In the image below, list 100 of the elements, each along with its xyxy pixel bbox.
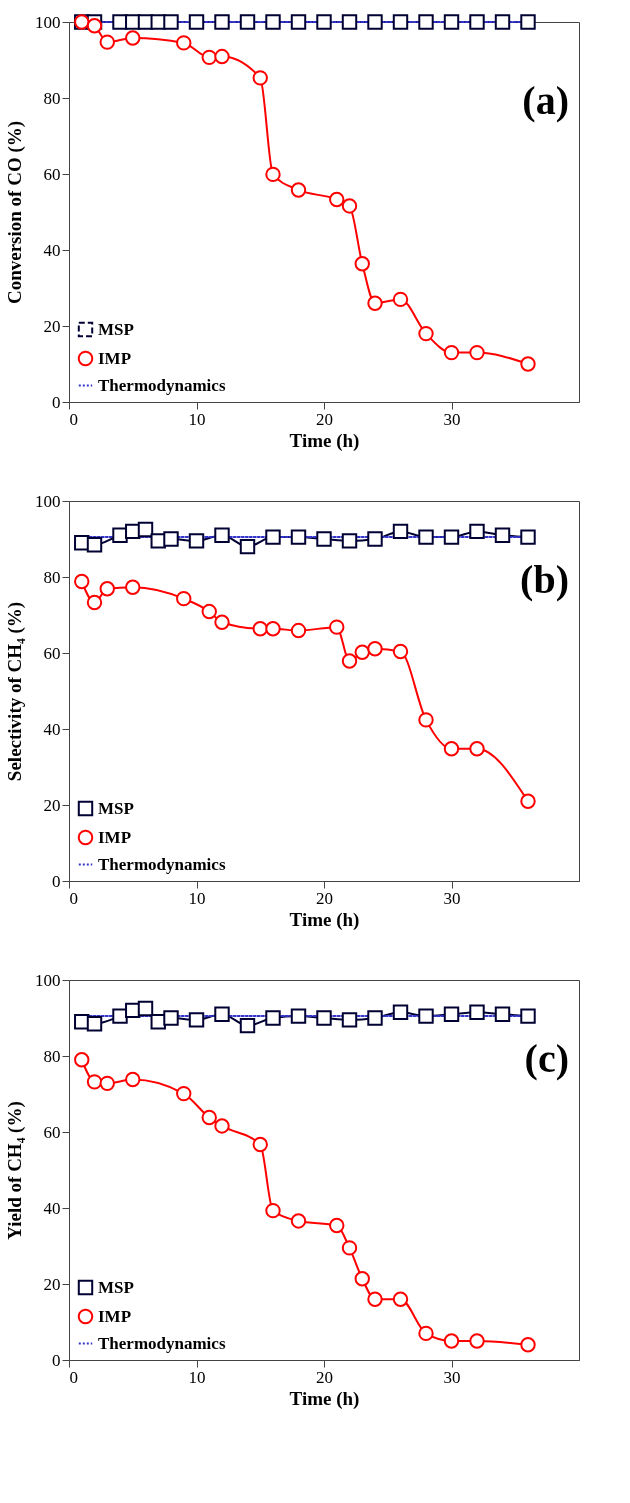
y-tick-label: 60 [43,164,61,184]
annotation: (c) [524,1036,569,1081]
point [520,1337,536,1353]
point [367,641,383,657]
y-tick-label: 60 [43,643,61,663]
point [201,603,217,620]
legend-label: Thermodynamics [98,1333,226,1353]
point [341,533,358,549]
point [188,1012,205,1028]
point [367,1291,383,1307]
point [392,291,409,308]
point [74,535,90,551]
point [239,538,256,555]
y-tick-label: 80 [43,1046,61,1066]
point [520,356,536,372]
point [188,14,205,30]
point [252,70,268,86]
point [367,14,383,30]
point [201,1109,217,1126]
legend-label: MSP [98,798,134,818]
point [494,527,511,543]
legend-label: IMP [98,1306,132,1326]
y-tick-label: 0 [52,1350,61,1370]
point [443,529,460,545]
point [443,14,460,30]
point [214,527,230,543]
point [341,1012,358,1028]
y-tick-label: 20 [43,316,61,336]
point [418,1325,434,1342]
legend-label: MSP [98,1277,134,1297]
point [265,14,281,30]
point [316,531,332,547]
y-axis-title: Selectivity of CH₄ (%) [4,601,26,782]
point [469,741,485,757]
point [354,1270,370,1287]
point [329,619,345,635]
x-axis-title: Time (h) [289,908,360,931]
point [265,1202,281,1219]
point [520,14,536,30]
point [112,1008,128,1024]
point [176,590,192,607]
y-tick-label: 40 [43,1198,61,1218]
x-tick-label: 0 [69,1367,78,1387]
point [74,573,90,590]
point [443,741,460,757]
point [418,1008,434,1024]
point [86,536,103,553]
x-axis-title: Time (h) [289,1387,360,1410]
point [290,529,307,545]
x-tick-label: 10 [188,409,206,429]
point [520,793,536,809]
y-tick-label: 40 [43,240,61,260]
point [214,614,230,630]
x-tick-label: 10 [188,1367,206,1387]
point [520,529,536,545]
y-axis-title: Yield of CH₄ (%) [4,1101,26,1240]
point [354,255,370,272]
y-tick-label: 40 [43,719,61,739]
point [214,14,230,30]
legend-label: IMP [98,348,132,368]
x-tick-label: 0 [69,409,78,429]
legend-label: MSP [98,319,134,339]
point [125,30,141,46]
point [99,34,115,50]
legend-label: Thermodynamics [98,854,226,874]
point [329,191,345,208]
x-tick-label: 20 [316,1367,333,1387]
point [176,1085,192,1102]
point [392,523,409,540]
point [74,1014,90,1030]
point [469,1004,485,1021]
point [367,531,383,547]
x-tick-label: 10 [188,888,206,908]
point [469,1333,485,1349]
point [392,14,409,30]
y-tick-label: 0 [52,871,61,891]
point [163,531,179,547]
x-tick-label: 0 [69,888,78,908]
point [392,643,409,660]
point [418,14,434,30]
point [252,1136,268,1153]
point [86,18,103,34]
point [316,1010,332,1026]
point [163,1010,179,1026]
point [290,182,307,198]
point [99,581,115,597]
point [125,1071,141,1088]
y-tick-label: 60 [43,1122,61,1142]
legend-label: Thermodynamics [98,375,226,395]
point [265,620,281,637]
point [494,1006,511,1022]
point [214,1118,230,1134]
point [290,1008,307,1024]
legend-label: IMP [98,827,132,847]
x-tick-label: 30 [443,409,461,429]
point [418,712,434,728]
point [367,1010,383,1026]
point [214,1006,230,1022]
point [341,14,358,30]
point [112,527,128,543]
